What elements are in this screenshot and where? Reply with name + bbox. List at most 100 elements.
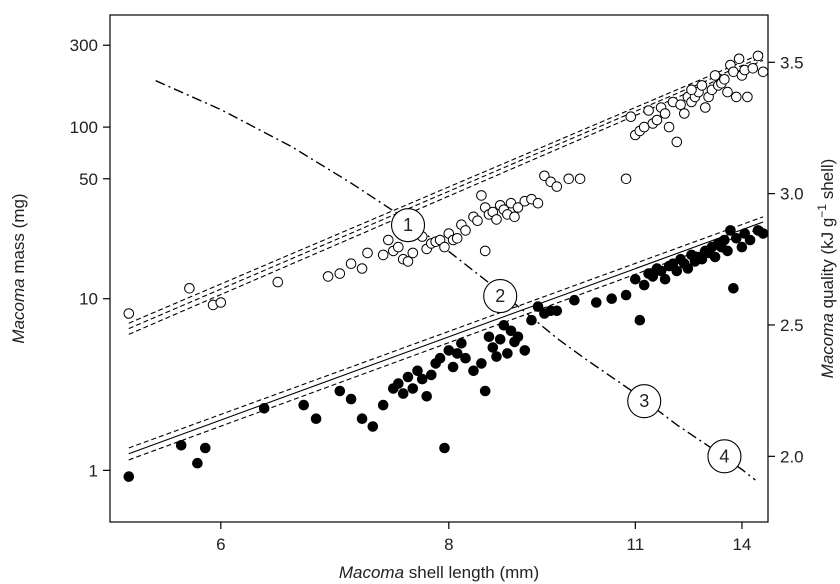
filled-point-27 — [451, 348, 463, 359]
filled-point-8 — [334, 385, 346, 397]
open-point-64 — [679, 108, 690, 119]
filled-point-77 — [722, 245, 733, 257]
filled-point-48 — [569, 294, 580, 306]
open-point-4 — [215, 297, 227, 308]
open-point-59 — [659, 108, 671, 119]
filled-point-53 — [634, 314, 646, 326]
open-point-30 — [472, 215, 483, 226]
open-point-90 — [686, 84, 697, 96]
filled-point-3 — [192, 457, 203, 469]
open-point-76 — [719, 74, 730, 85]
filled-point-65 — [682, 263, 694, 274]
filled-point-39 — [505, 325, 517, 337]
open-point-47 — [551, 181, 563, 192]
open-point-23 — [439, 241, 450, 253]
open-point-85 — [747, 63, 759, 74]
open-point-50 — [620, 173, 632, 185]
filled-point-29 — [460, 352, 471, 364]
open-point-88 — [479, 245, 491, 257]
series-open-circle — [123, 50, 769, 319]
y2-tick-label-3: 3.0 — [780, 185, 804, 204]
open-point-14 — [393, 241, 404, 253]
filled-point-78 — [725, 225, 736, 236]
filled-point-17 — [407, 383, 419, 394]
filled-point-49 — [591, 297, 602, 308]
filled-point-38 — [502, 348, 513, 359]
open-point-26 — [451, 233, 463, 244]
y2-tick-label-2: 2.0 — [780, 447, 804, 466]
filled-point-47 — [551, 305, 563, 317]
filled-point-24 — [439, 442, 450, 454]
open-point-1 — [123, 308, 135, 319]
filled-point-62 — [671, 265, 683, 277]
filled-point-54 — [638, 279, 650, 291]
y-axis-title: Macoma mass (mg) — [9, 193, 28, 343]
regression-line-3 — [128, 55, 764, 330]
regression-line-1 — [128, 52, 764, 324]
filled-point-7 — [310, 413, 322, 425]
filled-point-21 — [426, 369, 437, 381]
filled-point-14 — [393, 378, 404, 389]
open-point-69 — [696, 80, 708, 91]
open-point-11 — [377, 249, 389, 261]
x-tick-label-8: 8 — [444, 535, 453, 554]
filled-point-15 — [397, 388, 409, 399]
open-point-62 — [671, 136, 683, 148]
annotations: 1 2 3 4 — [390, 208, 742, 474]
y2-axis-title: Macoma quality (kJ g−1 shell) — [815, 159, 837, 379]
filled-point-44 — [532, 301, 544, 312]
filled-point-16 — [402, 371, 414, 383]
filled-point-26 — [447, 361, 459, 373]
filled-point-37 — [498, 320, 510, 331]
filled-point-20 — [421, 391, 433, 402]
filled-point-30 — [468, 365, 479, 377]
filled-point-52 — [630, 273, 641, 285]
x-tick-label-14: 14 — [732, 535, 751, 554]
data-points — [123, 50, 769, 482]
filled-point-23 — [434, 352, 446, 364]
open-point-8 — [345, 258, 357, 270]
annotation-circle-1 — [390, 208, 426, 243]
open-point-55 — [643, 105, 654, 116]
open-point-49 — [574, 173, 586, 185]
filled-point-85 — [757, 228, 769, 239]
open-point-45 — [539, 170, 550, 182]
filled-point-1 — [123, 471, 135, 482]
filled-point-31 — [476, 358, 487, 369]
filled-point-59 — [659, 273, 671, 285]
filled-point-5 — [258, 403, 270, 414]
filled-point-81 — [736, 241, 748, 253]
open-point-17 — [407, 247, 419, 259]
filled-point-2 — [175, 440, 187, 451]
open-point-10 — [362, 247, 373, 259]
open-point-60 — [663, 121, 675, 133]
regression-line-2 — [128, 59, 764, 335]
annotation-label-1: 1 — [403, 215, 413, 235]
filled-point-36 — [494, 334, 506, 345]
plot-border — [109, 14, 769, 523]
open-point-41 — [512, 202, 524, 213]
plot-frame — [109, 14, 769, 523]
y2-tick-label-2.5: 2.5 — [780, 316, 804, 335]
open-point-35 — [491, 214, 502, 225]
open-point-73 — [709, 70, 721, 81]
x-tick-label-6: 6 — [216, 535, 225, 554]
open-point-9 — [356, 263, 368, 274]
filled-point-32 — [479, 385, 491, 397]
open-point-51 — [625, 111, 637, 122]
regression-line-4 — [128, 221, 764, 455]
open-point-57 — [651, 114, 663, 126]
y-tick-label-1: 1 — [89, 461, 98, 480]
open-point-86 — [752, 50, 764, 62]
annotation-label-4: 4 — [719, 446, 729, 466]
filled-point-80 — [731, 233, 742, 244]
open-point-77 — [722, 86, 733, 98]
filled-point-19 — [416, 373, 428, 385]
y-tick-label-10: 10 — [79, 290, 98, 309]
x-tick-label-11: 11 — [627, 535, 645, 554]
annotation-circle-3 — [627, 384, 662, 419]
open-point-5 — [272, 276, 284, 288]
series-filled-circle — [123, 225, 769, 482]
filled-point-18 — [412, 365, 423, 377]
